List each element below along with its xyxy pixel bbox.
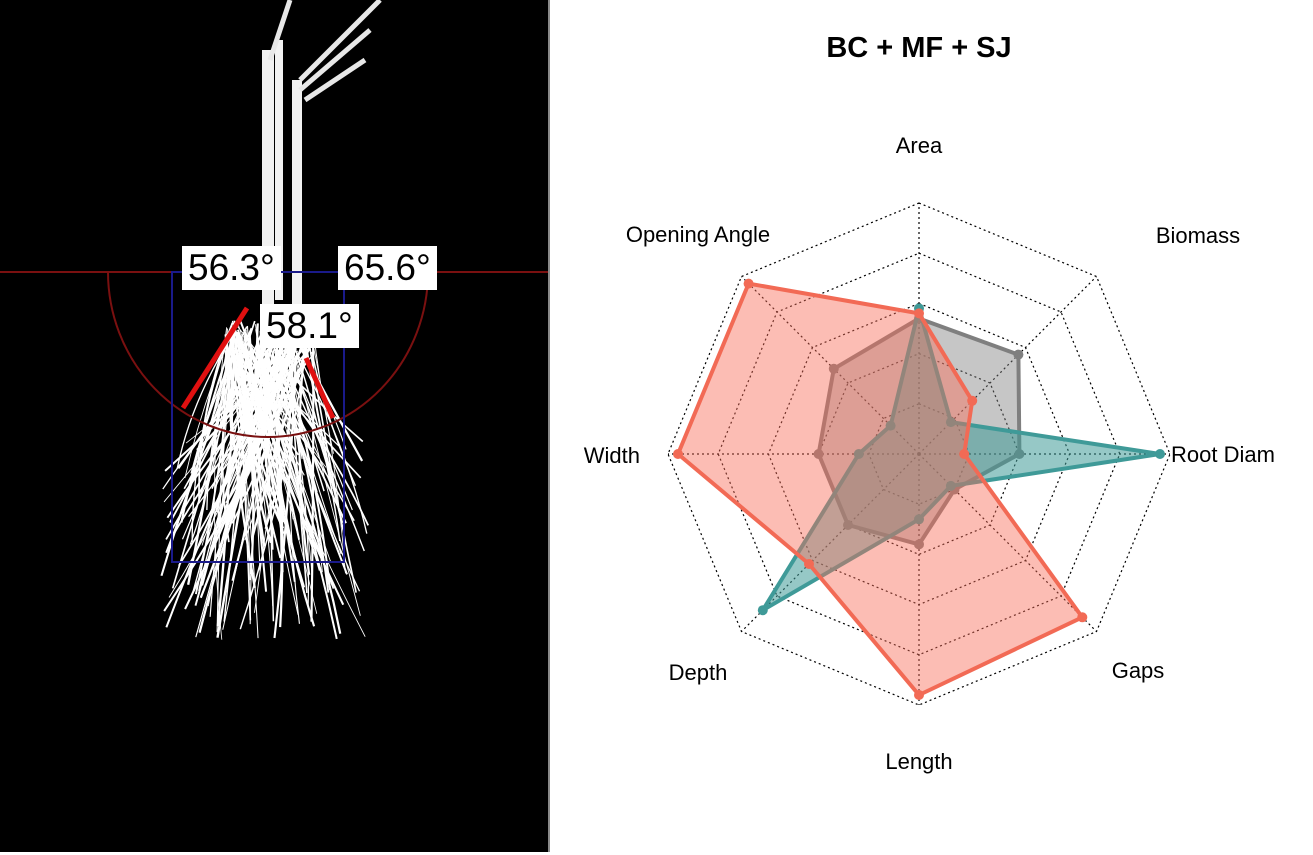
root-strand — [269, 336, 330, 593]
series-0-point-1 — [1013, 349, 1024, 360]
series-1-point-4 — [914, 514, 924, 525]
series-2-point-2 — [959, 449, 970, 459]
root-strand — [194, 320, 236, 595]
root-strand — [246, 325, 261, 572]
axis-label-5: Depth — [669, 660, 728, 685]
root-strand — [216, 348, 269, 638]
series-1-point-3 — [945, 480, 956, 491]
series-2-point-6 — [673, 449, 683, 459]
root-strand — [233, 356, 345, 606]
axis-label-1: Biomass — [1156, 223, 1240, 248]
center-angle-label: 58.1° — [260, 304, 359, 348]
series-2-point-3 — [1077, 612, 1088, 623]
axis-label-2: Root Diam — [1171, 442, 1275, 467]
series-1-point-2 — [1155, 449, 1165, 459]
series-2-point-7 — [743, 278, 754, 289]
root-strand — [197, 324, 233, 451]
series-0-point-6 — [813, 449, 824, 459]
root-strand — [257, 353, 271, 467]
leaf-2 — [267, 0, 293, 61]
leaf-3 — [303, 57, 367, 103]
axis-label-3: Gaps — [1112, 658, 1165, 683]
root-scan-image — [0, 0, 548, 640]
stem-2 — [275, 40, 283, 300]
root-strand — [282, 328, 368, 534]
root-strand — [229, 334, 259, 639]
axis-label-6: Width — [584, 443, 640, 468]
series-2-point-5 — [804, 559, 814, 569]
series-2-point-1 — [967, 395, 978, 406]
root-strand — [233, 345, 366, 637]
root-strand — [240, 354, 272, 544]
root-strand — [255, 354, 318, 493]
angle-arc — [107, 271, 429, 438]
axis-label-0: Area — [896, 133, 943, 158]
series-1-point-7 — [885, 420, 896, 431]
series-1-point-6 — [853, 449, 864, 459]
right-angle-line — [303, 356, 336, 420]
leaf-1 — [298, 28, 372, 92]
axis-label-4: Length — [885, 749, 952, 774]
root-strand — [163, 338, 315, 612]
root-strand — [184, 326, 236, 479]
series-2-point-4 — [914, 690, 924, 700]
root-image-panel: 56.3° 65.6° 58.1° — [0, 0, 550, 852]
root-strand — [266, 352, 284, 628]
radar-axis-labels: Area Biomass Root Diam Gaps Length Depth Width… — [584, 133, 1275, 774]
radar-chart: BC + MF + SJ Area Biomass Root Diam Gaps Len… — [584, 32, 1275, 774]
series-1-point-5 — [757, 605, 768, 616]
axis-label-7: Opening Angle — [626, 222, 770, 247]
right-angle-label: 65.6° — [338, 246, 437, 290]
series-2-point-0 — [914, 308, 924, 319]
series-1-point-1 — [945, 417, 956, 428]
root-strand — [310, 332, 346, 574]
root-strand — [189, 333, 228, 545]
series-0-point-4 — [914, 539, 924, 550]
left-angle-label: 56.3° — [182, 246, 281, 290]
grid-ring-5 — [667, 202, 1171, 706]
root-strand — [237, 343, 274, 550]
root-strand — [236, 329, 269, 493]
chart-title: BC + MF + SJ — [826, 32, 1011, 64]
series-0-point-7 — [828, 363, 839, 374]
root-strand — [277, 350, 310, 606]
root-strand — [191, 328, 233, 542]
root-strand — [256, 336, 299, 615]
left-angle-line — [180, 306, 250, 410]
root-strand — [194, 320, 270, 606]
root-strand — [160, 327, 253, 577]
stem-1 — [292, 80, 302, 330]
leaf-0 — [298, 0, 382, 82]
root-strand — [305, 327, 357, 593]
root-strand — [229, 349, 239, 444]
radar-series — [673, 278, 1165, 700]
root-strand — [169, 323, 267, 523]
root-strand — [173, 351, 308, 534]
root-strand — [234, 327, 323, 573]
